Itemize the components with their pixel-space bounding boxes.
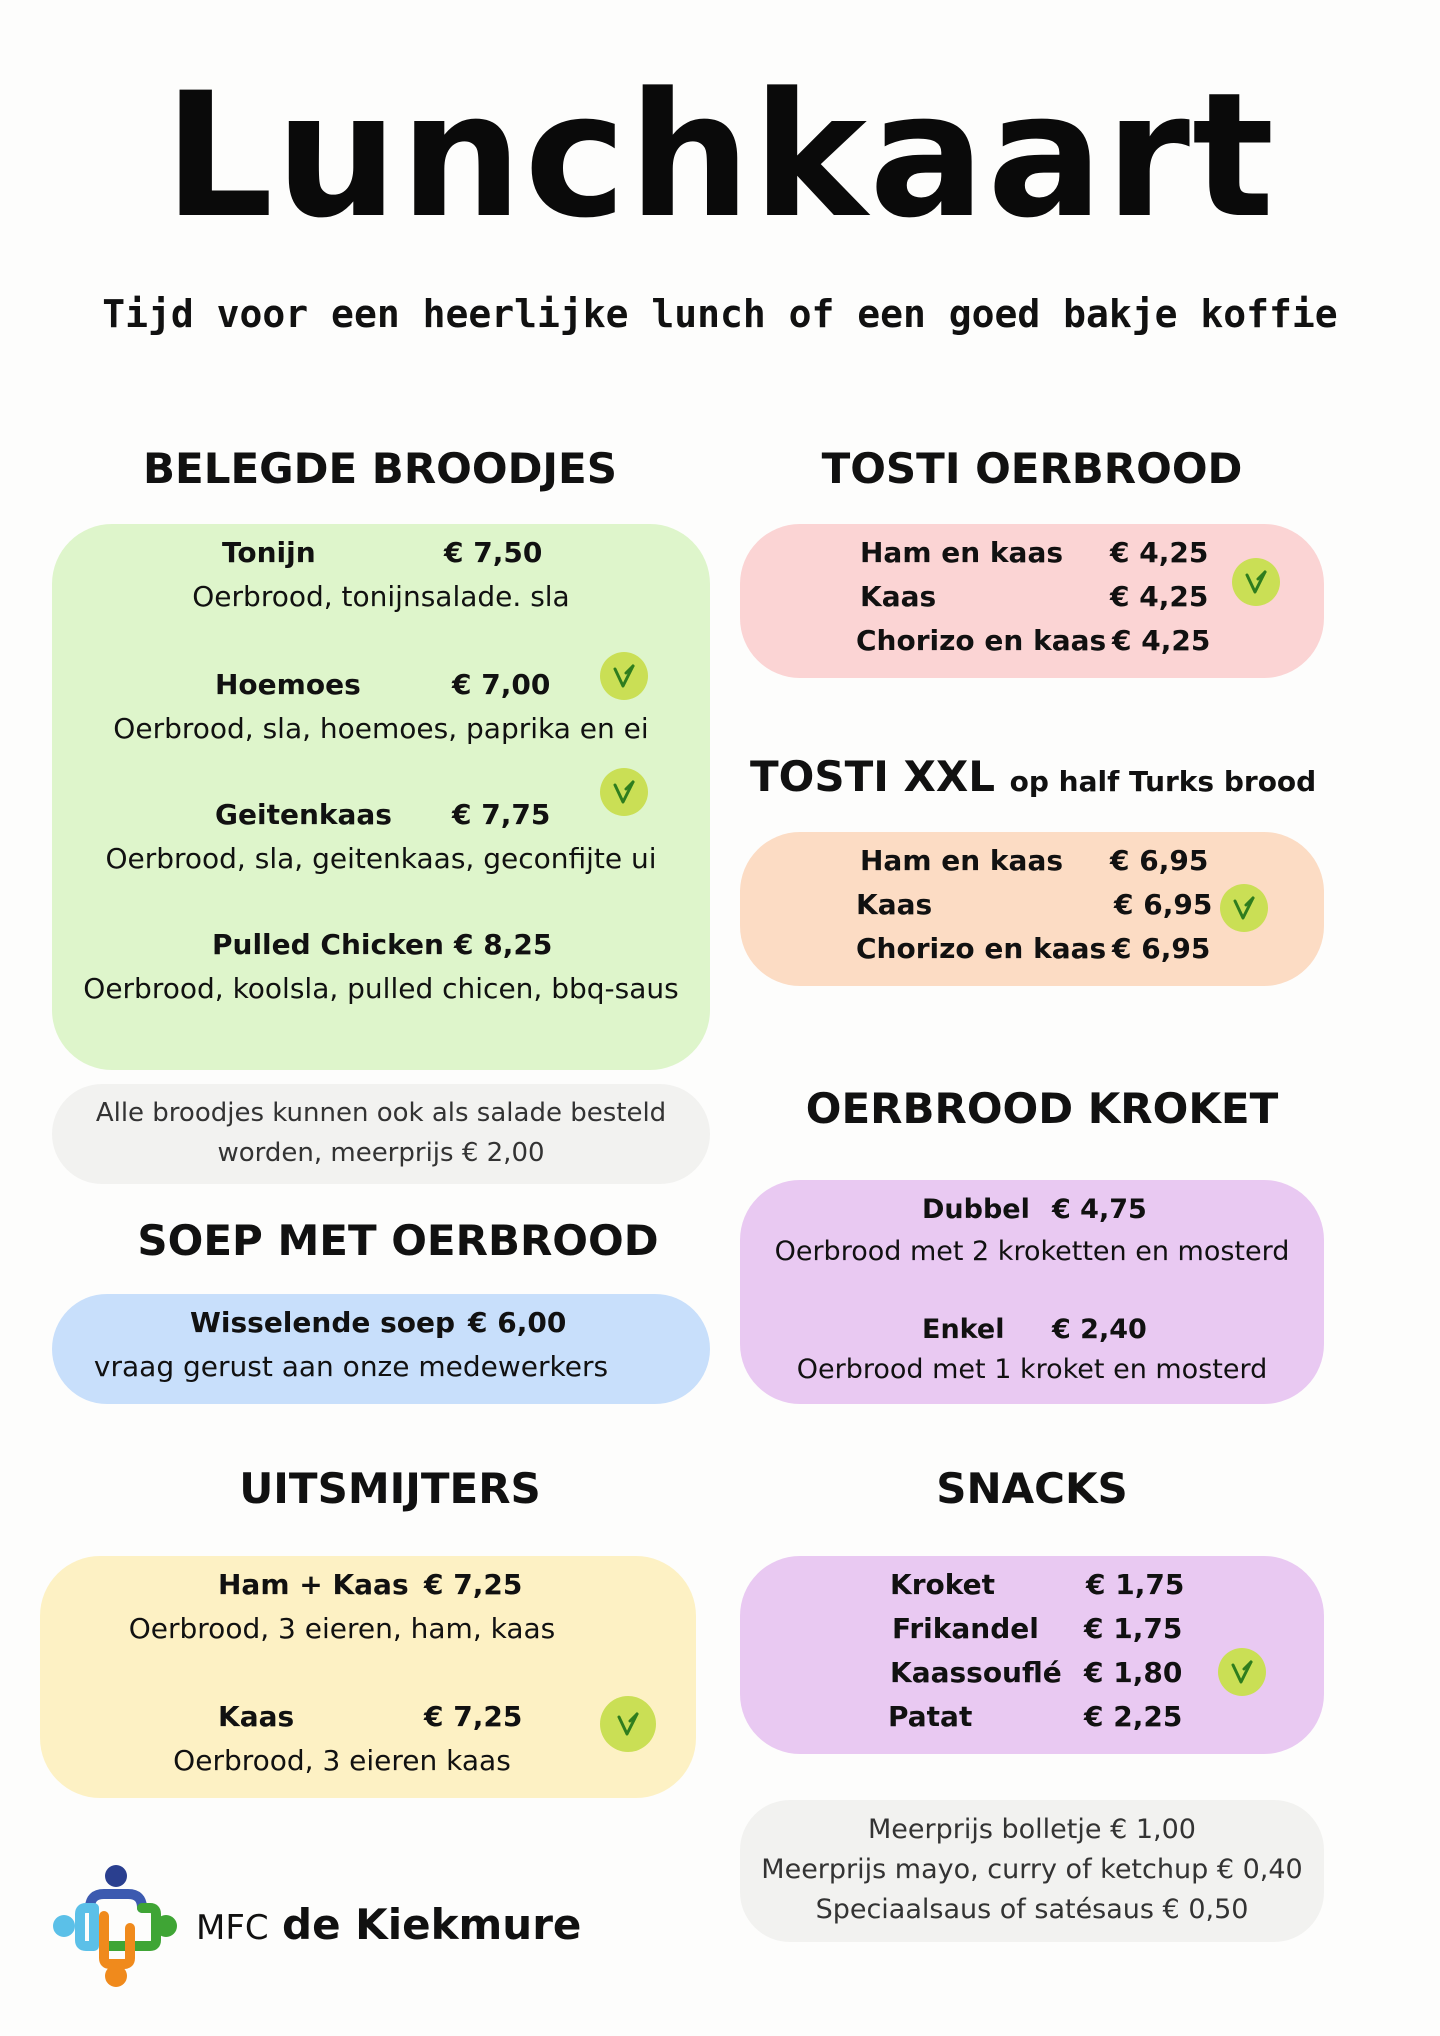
item-price: € 6,00 (468, 1306, 567, 1339)
item-price: € 6,95 (1110, 844, 1209, 877)
item-desc: Oerbrood met 2 kroketten en mosterd (774, 1236, 1290, 1267)
vegetarian-icon (600, 1696, 656, 1752)
page-subtitle: Tijd voor een heerlijke lunch of een goe… (102, 292, 1338, 336)
item-name: Ham en kaas (860, 536, 1063, 569)
logo-text: MFC de Kiekmure (196, 1900, 581, 1949)
item-name: Wisselende soep (190, 1306, 456, 1339)
broodjes-note-box: Alle broodjes kunnen ook als salade best… (52, 1084, 710, 1184)
item-name: Ham en kaas (860, 844, 1063, 877)
uitsmijters-box: Ham + Kaas € 7,25 Oerbrood, 3 eieren, ha… (40, 1556, 696, 1798)
item-name: Kaas (856, 888, 933, 921)
vegetarian-icon (1218, 1648, 1266, 1696)
item-name: Chorizo en kaas (856, 932, 1107, 965)
tosti-oerbrood-box: Ham en kaas € 4,25 Kaas € 4,25 Chorizo e… (740, 524, 1324, 678)
tosti-xxl-subtitle: op half Turks brood (1009, 765, 1317, 798)
logo-prefix: MFC (196, 1908, 269, 1948)
note-line: Meerprijs bolletje € 1,00 (868, 1814, 1196, 1845)
vegetarian-icon (1220, 884, 1268, 932)
heading-uitsmijters: UITSMIJTERS (239, 1464, 541, 1513)
item-name: Ham + Kaas (218, 1568, 409, 1601)
item-price: € 7,00 (452, 668, 551, 701)
item-price: € 8,25 (454, 928, 553, 961)
item-name: Hoemoes (215, 668, 361, 701)
item-name: Kroket (890, 1568, 995, 1601)
item-price: € 4,25 (1110, 536, 1209, 569)
heading-soep: SOEP MET OERBROOD (137, 1216, 659, 1265)
vegetarian-icon (1232, 558, 1280, 606)
soep-box: Wisselende soep € 6,00 vraag gerust aan … (52, 1294, 710, 1404)
note-line: Meerprijs mayo, curry of ketchup € 0,40 (761, 1854, 1303, 1885)
item-name: Dubbel (922, 1194, 1030, 1225)
heading-snacks: SNACKS (936, 1464, 1128, 1513)
item-price: € 1,80 (1084, 1656, 1183, 1689)
item-name: Chorizo en kaas (856, 624, 1107, 657)
item-desc: Oerbrood met 1 kroket en mosterd (796, 1354, 1268, 1385)
kroket-box: Dubbel € 4,75 Oerbrood met 2 kroketten e… (740, 1180, 1324, 1404)
item-desc: vraag gerust aan onze medewerkers (93, 1350, 609, 1383)
item-price: € 7,50 (444, 536, 543, 569)
item-name: Patat (888, 1700, 973, 1733)
item-name: Kaas (218, 1700, 295, 1733)
item-price: € 6,95 (1114, 888, 1213, 921)
item-name: Enkel (922, 1314, 1005, 1345)
note-line: Alle broodjes kunnen ook als salade best… (95, 1098, 667, 1128)
vegetarian-icon (600, 768, 648, 816)
tosti-xxl-title: TOSTI XXL (750, 752, 996, 801)
note-line: Speciaalsaus of satésaus € 0,50 (815, 1894, 1249, 1925)
logo-name: de Kiekmure (282, 1900, 582, 1949)
item-name: Geitenkaas (215, 798, 392, 831)
item-desc: Oerbrood, koolsla, pulled chicen, bbq-sa… (83, 972, 679, 1005)
item-price: € 7,25 (424, 1700, 523, 1733)
item-price: € 6,95 (1112, 932, 1211, 965)
tosti-xxl-box: Ham en kaas € 6,95 Kaas € 6,95 Chorizo e… (740, 832, 1324, 986)
snacks-box: Kroket € 1,75 Frikandel € 1,75 Kaassoufl… (740, 1556, 1324, 1754)
item-price: € 2,25 (1084, 1700, 1183, 1733)
item-name: Kaassouflé (890, 1656, 1062, 1689)
item-price: € 4,25 (1110, 580, 1209, 613)
item-price: € 4,75 (1052, 1194, 1147, 1225)
item-price: € 7,75 (452, 798, 551, 831)
item-name: Frikandel (892, 1612, 1039, 1645)
vegetarian-icon (600, 652, 648, 700)
item-price: € 4,25 (1112, 624, 1211, 657)
item-desc: Oerbrood, 3 eieren kaas (173, 1744, 511, 1777)
item-price: € 1,75 (1086, 1568, 1185, 1601)
item-name: Kaas (860, 580, 937, 613)
heading-kroket: OERBROOD KROKET (805, 1084, 1279, 1133)
item-desc: Oerbrood, tonijnsalade. sla (192, 580, 570, 613)
heading-tosti-xxl: TOSTI XXL op half Turks brood (750, 752, 1316, 801)
heading-belegde-broodjes: BELEGDE BROODJES (143, 444, 617, 493)
item-desc: Oerbrood, sla, geitenkaas, geconfijte ui (105, 842, 657, 875)
item-desc: Oerbrood, sla, hoemoes, paprika en ei (113, 712, 649, 745)
item-desc: Oerbrood, 3 eieren, ham, kaas (128, 1612, 556, 1645)
note-line: worden, meerprijs € 2,00 (217, 1138, 545, 1168)
item-price: € 2,40 (1052, 1314, 1147, 1345)
belegde-broodjes-box: Tonijn € 7,50 Oerbrood, tonijnsalade. sl… (52, 524, 710, 1070)
page-title: Lunchkaart (163, 55, 1277, 256)
item-name: Pulled Chicken (212, 928, 444, 961)
item-price: € 7,25 (424, 1568, 523, 1601)
item-name: Tonijn (222, 536, 316, 569)
heading-tosti-oerbrood: TOSTI OERBROOD (821, 444, 1243, 493)
item-price: € 1,75 (1084, 1612, 1183, 1645)
logo-icon (50, 1862, 186, 1992)
snacks-note-box: Meerprijs bolletje € 1,00 Meerprijs mayo… (740, 1800, 1324, 1942)
